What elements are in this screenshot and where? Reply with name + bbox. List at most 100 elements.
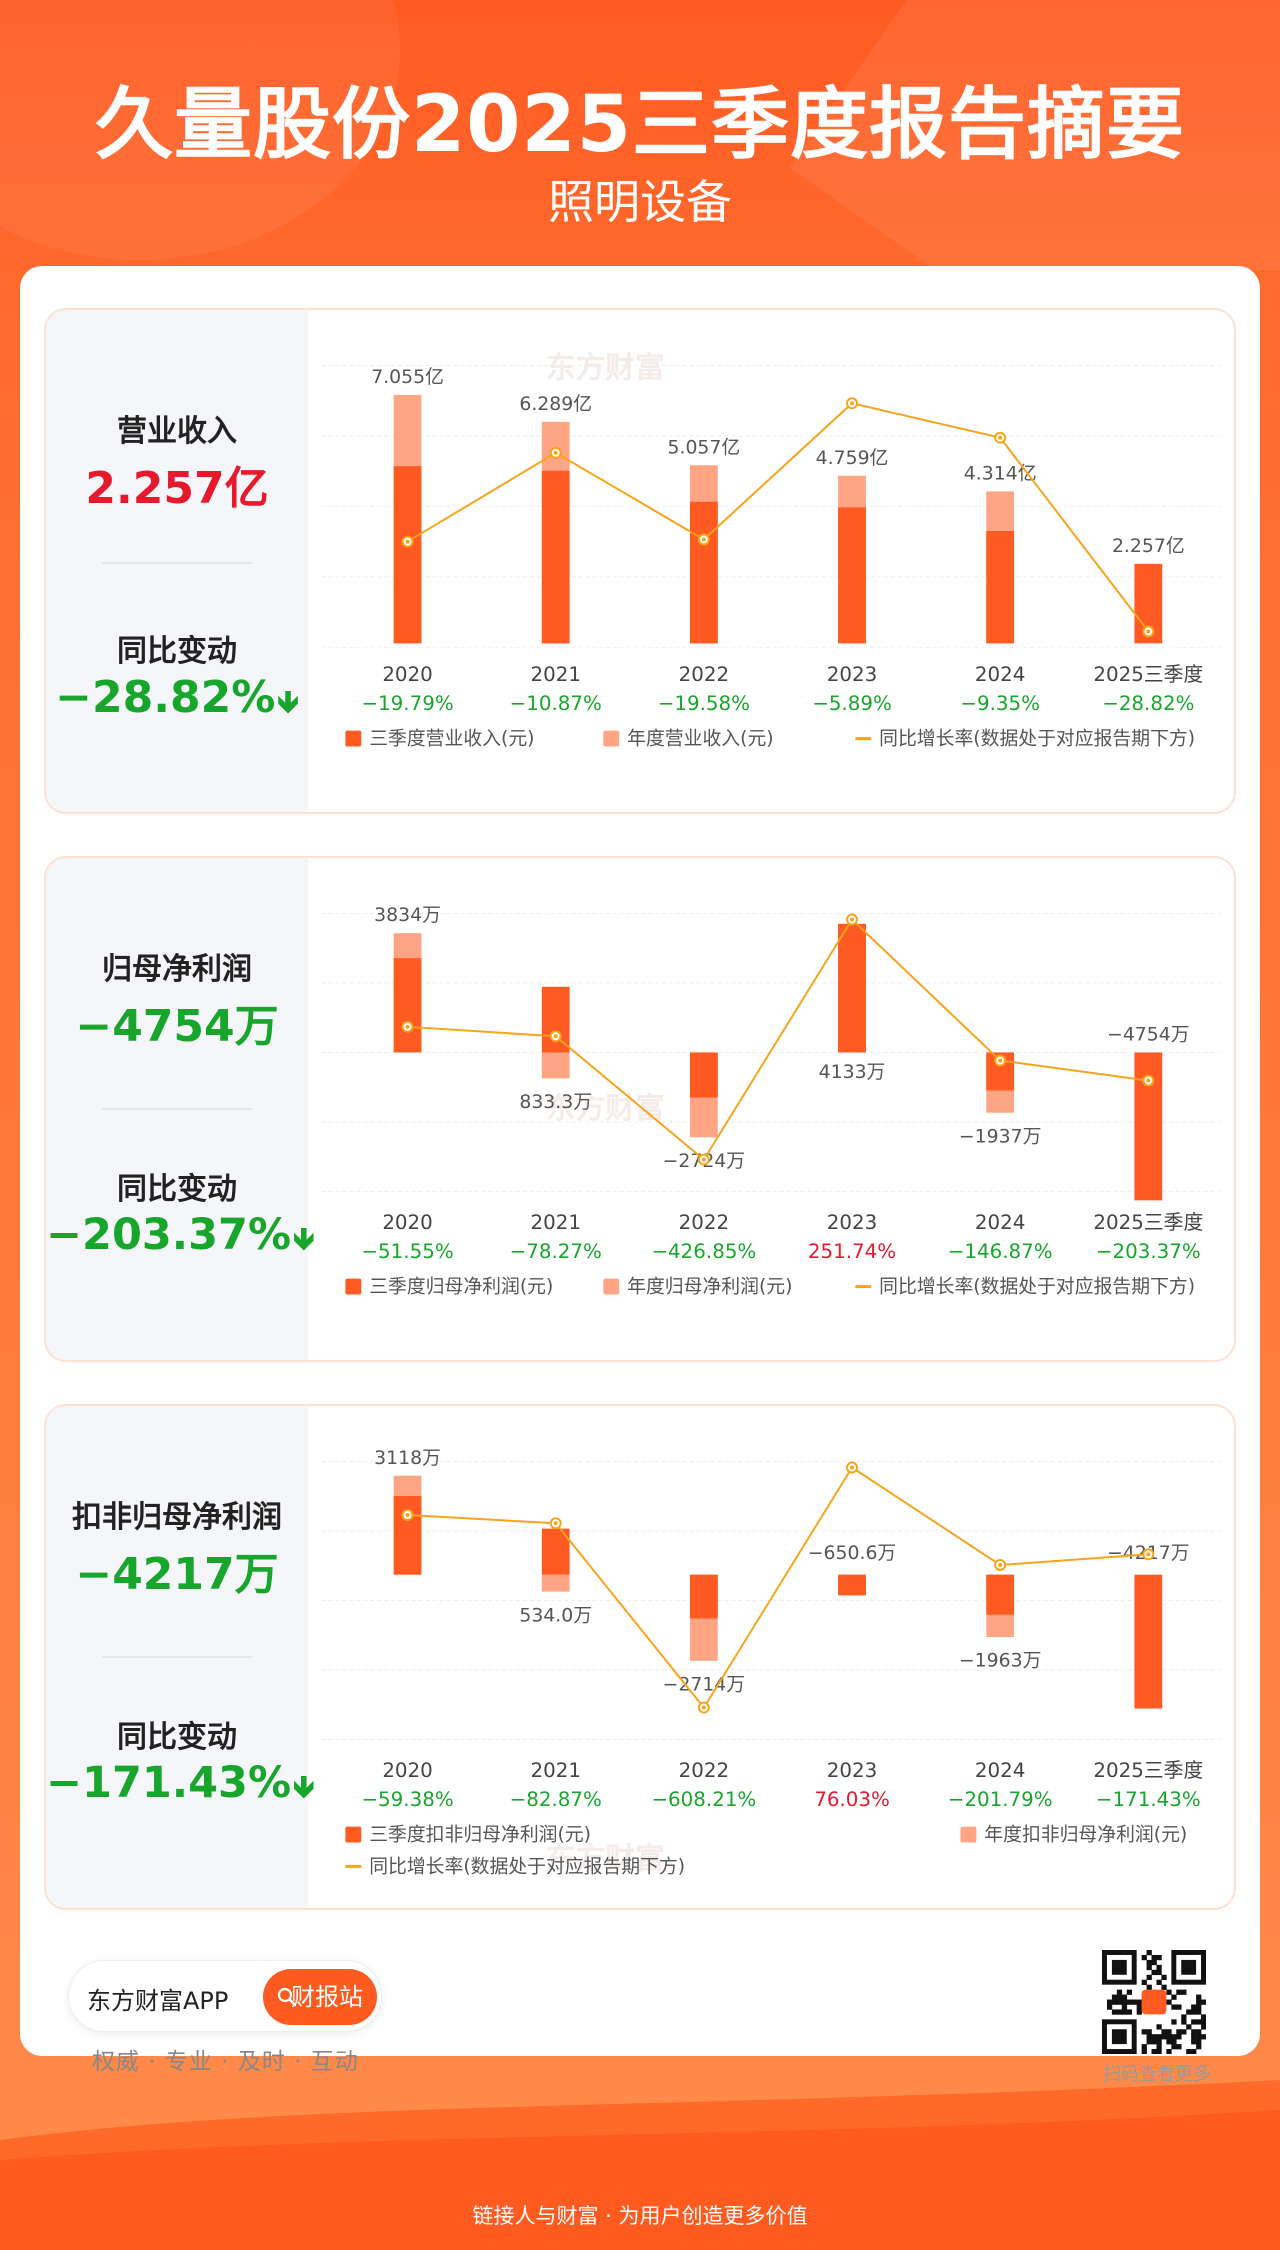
category-label: 2023 [827,1759,877,1782]
legend-label: 三季度营业收入(元) [369,728,534,750]
qr-module [1121,1999,1128,2005]
qr-module [1191,2049,1197,2054]
value-label: −1963万 [959,1651,1042,1672]
value-label: 4133万 [819,1062,886,1083]
qr-module [1141,2049,1147,2054]
growth-point-dot [1146,629,1151,634]
growth-point-dot [850,1465,855,1470]
growth-line [407,1466,1149,1710]
qr-finder [1111,1959,1127,1975]
revenue-chart: 东方财富 7.055亿 6.289亿 5.057亿 4.759亿 4.314亿 2.257亿… [321,350,1221,750]
legend-label: 同比增长率(数据处于对应报告期下方) [369,1855,685,1877]
qr-module [1151,2034,1157,2040]
legend-label: 年度归母净利润(元) [627,1276,792,1298]
growth-label: −5.89% [812,692,892,715]
qr-module [1186,2024,1192,2030]
qr-module [1161,1984,1167,1990]
qr-code[interactable] [1102,1950,1206,2054]
change-value: −28.82%🡻 [55,672,299,723]
qr-module [1116,2009,1123,2015]
q3-bar [689,1574,718,1619]
divider [102,1656,252,1658]
q3-bar [541,986,570,1053]
legend-label: 年度营业收入(元) [627,728,774,750]
q3-bar [986,530,1015,644]
growth-point-dot [850,401,855,406]
growth-point-dot [998,435,1003,440]
qr-module [1151,2049,1157,2054]
qr-module [1181,2014,1187,2020]
legend-swatch [345,1278,362,1295]
deducted-profit-chart: 东方财富3118万534.0万−2714万−650.6万−1963万−4217万… [321,1448,1221,1877]
finance-station-button[interactable]: 财报站 [263,1969,377,2025]
qr-module [1166,2029,1172,2035]
qr-module [1171,2039,1177,2045]
qr-module [1141,1954,1147,1961]
q3-bar [1134,1574,1163,1709]
qr-module [1136,1999,1142,2005]
q3-bar [838,1574,866,1596]
qr-finder [1111,2029,1127,2045]
metric-value: −4754万 [75,1001,279,1052]
qr-module [1156,2039,1162,2045]
qr-module [1111,1999,1118,2005]
qr-module [1121,1994,1128,2000]
qr-module [1166,2034,1172,2040]
qr-module [1191,2009,1197,2015]
growth-label: −82.87% [510,1788,602,1811]
growth-label: −201.79% [948,1788,1053,1811]
qr-module [1166,1999,1172,2005]
qr-module [1146,2034,1152,2040]
qr-module [1146,1950,1152,1956]
qr-module [1106,2004,1113,2010]
growth-label: −10.87% [510,692,602,715]
qr-module [1196,2034,1202,2040]
qr-module [1116,1989,1123,1995]
qr-module [1141,2044,1147,2050]
growth-label: 76.03% [814,1788,890,1811]
page-subtitle: 照明设备 [548,175,732,229]
qr-module [1181,2029,1187,2035]
value-label: 5.057亿 [668,436,741,458]
category-label: 2025三季度 [1093,1211,1203,1234]
watermark: 东方财富 [546,350,665,385]
metric-label: 营业收入 [117,414,237,449]
arrow-down-icon: 🡻 [293,1222,315,1257]
qr-module [1156,1979,1162,1985]
category-label: 2025三季度 [1093,663,1203,686]
search-icon [277,1987,297,2007]
qr-module [1196,2044,1202,2050]
q3-bar [838,507,866,644]
brand-pill[interactable]: 东方财富APP 财报站 [68,1960,382,2032]
qr-module [1176,2034,1182,2040]
q3-bar [838,923,866,1053]
growth-label: −9.35% [960,692,1040,715]
net-profit-panel: 归母净利润 −4754万 同比变动 −203.37%🡻 东方财富 3834万 833… [44,856,1236,1362]
qr-module [1156,2034,1162,2040]
qr-module [1111,2009,1118,2015]
growth-line [407,917,1149,1162]
metric-sidebar: 营业收入 2.257亿 同比变动 −28.82%🡻 [46,310,308,812]
qr-module [1176,2004,1182,2010]
qr-module [1141,1979,1147,1985]
change-value: −171.43%🡻 [46,1758,315,1808]
qr-module [1191,2019,1197,2025]
value-label: −650.6万 [808,1543,897,1564]
qr-module [1156,2044,1162,2050]
qr-module [1146,1984,1152,1990]
qr-caption: 扫码查看更多 [1103,2064,1211,2085]
value-label: 4.759亿 [816,447,889,469]
watermark: 东方财富 [546,1841,665,1876]
qr-module [1201,1999,1206,2005]
qr-module [1151,2039,1157,2045]
footer-wave [0,2080,1280,2250]
growth-point-dot [405,539,410,544]
qr-module [1191,2004,1197,2010]
qr-module [1151,1954,1157,1961]
growth-label: −146.87% [948,1240,1053,1263]
qr-module [1121,2009,1128,2015]
value-label: −2714万 [663,1675,746,1696]
category-label: 2022 [679,1759,729,1782]
legend-swatch [603,730,620,747]
growth-point-dot [701,1705,706,1710]
